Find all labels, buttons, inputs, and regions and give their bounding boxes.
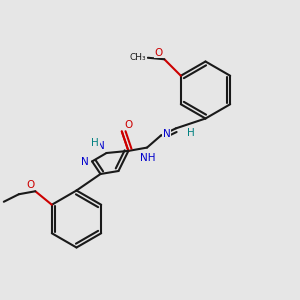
Text: O: O [26,180,35,190]
Text: CH₃: CH₃ [130,53,146,62]
Text: H: H [187,128,194,139]
Text: O: O [154,48,163,58]
Text: O: O [124,120,133,130]
Text: N: N [163,129,170,140]
Text: N: N [97,141,105,151]
Text: NH: NH [140,153,155,163]
Text: H: H [91,139,99,148]
Text: N: N [81,157,88,167]
